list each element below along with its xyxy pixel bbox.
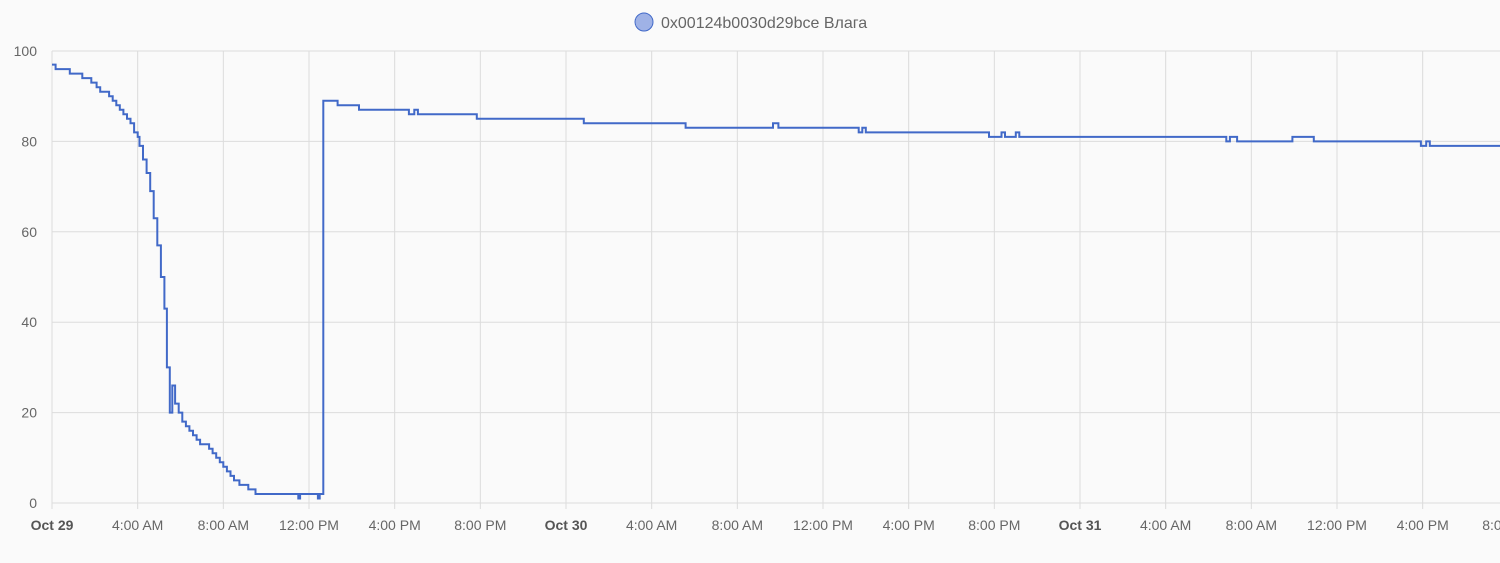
x-tick-label: 4:00 PM	[1397, 517, 1449, 533]
series-layer	[52, 63, 1500, 500]
grid	[51, 50, 1500, 509]
x-tick-label: 8:00 AM	[712, 517, 763, 533]
x-tick-label: 4:00 AM	[626, 517, 677, 533]
y-tick-label: 0	[29, 495, 37, 511]
x-tick-label: 8:00 AM	[1226, 517, 1277, 533]
x-tick-label: 12:00 PM	[1307, 517, 1367, 533]
x-tick-label: Oct 30	[545, 517, 588, 533]
series-line[interactable]	[52, 63, 1500, 500]
y-tick-label: 40	[21, 314, 37, 330]
y-tick-label: 60	[21, 224, 37, 240]
legend[interactable]: 0x00124b0030d29bce Влага	[634, 12, 867, 32]
x-tick-label: Oct 31	[1059, 517, 1102, 533]
legend-series-label[interactable]: 0x00124b0030d29bce Влага	[661, 15, 867, 32]
y-tick-label: 20	[21, 405, 37, 421]
x-tick-label: 12:00 PM	[279, 517, 339, 533]
x-tick-label: 8:00 AM	[198, 517, 249, 533]
axes: 0 20 40 60 80 100 Oct 29 4:00 AM 8:00 AM 12:00 PM…	[14, 43, 1500, 533]
y-tick-label: 80	[21, 133, 37, 149]
x-tick-label: Oct 29	[31, 517, 74, 533]
x-tick-label: 4:00 AM	[1140, 517, 1191, 533]
x-tick-label: 4:00 AM	[112, 517, 163, 533]
x-tick-label: 4:00 PM	[369, 517, 421, 533]
x-tick-label: 8:00 PM	[968, 517, 1020, 533]
legend-series-marker-icon[interactable]	[634, 12, 654, 32]
x-tick-label: 8:00 PM	[1482, 517, 1500, 533]
x-tick-label: 8:00 PM	[454, 517, 506, 533]
x-tick-label: 4:00 PM	[883, 517, 935, 533]
y-tick-label: 100	[14, 43, 38, 59]
x-tick-label: 12:00 PM	[793, 517, 853, 533]
